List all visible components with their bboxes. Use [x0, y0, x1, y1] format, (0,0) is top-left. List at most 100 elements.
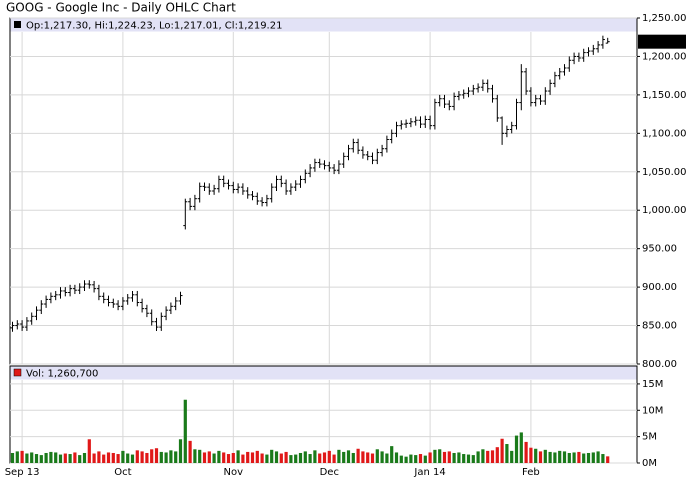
volume-bar — [241, 454, 245, 463]
volume-bar — [313, 450, 317, 463]
y-tick-label: 950.00 — [642, 244, 677, 255]
volume-bar — [572, 452, 576, 463]
volume-bar — [274, 451, 279, 463]
volume-bar — [183, 399, 187, 463]
volume-bar — [591, 452, 595, 463]
y-tick-label: 1,150.00 — [642, 90, 687, 101]
volume-bar — [370, 453, 375, 463]
volume-bar — [308, 454, 312, 463]
volume-bar — [294, 454, 298, 463]
volume-bar — [34, 454, 39, 463]
volume-bar — [116, 454, 120, 463]
volume-bar — [558, 450, 562, 463]
volume-bar — [409, 454, 413, 463]
volume-bar — [15, 451, 19, 463]
volume-bar — [438, 449, 442, 463]
x-tick-label: Sep 13 — [5, 467, 40, 478]
volume-bar — [519, 432, 523, 463]
volume-bar — [466, 454, 471, 463]
volume-bar — [486, 450, 490, 463]
volume-bar — [39, 455, 43, 463]
volume-bar — [423, 455, 427, 463]
volume-bar — [327, 450, 331, 463]
volume-bar — [49, 451, 53, 463]
volume-bar — [10, 452, 15, 463]
y-tick-label: 850.00 — [642, 321, 677, 332]
price-icon — [14, 21, 21, 28]
volume-bar — [553, 452, 557, 463]
volume-bar — [361, 451, 365, 463]
volume-bar — [279, 453, 283, 463]
volume-bar — [514, 435, 519, 463]
volume-bar — [217, 450, 221, 463]
volume-bar — [543, 449, 547, 463]
volume-bar — [495, 447, 499, 463]
volume-bar — [202, 452, 207, 463]
volume-bar — [30, 452, 34, 463]
x-tick-label: Dec — [320, 467, 339, 478]
volume-bar — [73, 452, 77, 463]
volume-bar — [322, 452, 327, 463]
volume-bar — [164, 452, 168, 463]
volume-bar — [601, 454, 605, 463]
volume-bar — [44, 452, 48, 463]
volume-bar — [442, 451, 447, 463]
volume-header: Vol: 1,260,700 — [26, 369, 98, 380]
volume-bar — [135, 450, 139, 463]
volume-header-bar — [10, 366, 637, 380]
volume-bar — [534, 448, 538, 463]
volume-bar — [106, 452, 111, 463]
volume-bar — [505, 444, 509, 463]
volume-bar — [97, 451, 101, 463]
volume-panel — [9, 365, 638, 464]
volume-bar — [596, 451, 600, 463]
volume-bar — [452, 452, 456, 463]
volume-bar — [577, 451, 581, 463]
volume-bar — [548, 451, 552, 463]
volume-bar — [481, 449, 485, 463]
y2-tick-label: 15M — [642, 379, 663, 390]
volume-bar — [390, 446, 394, 463]
y-tick-label: 1,000.00 — [642, 205, 687, 216]
volume-bar — [606, 456, 610, 463]
y-tick-label: 800.00 — [642, 359, 677, 370]
volume-bar — [198, 449, 202, 463]
y-tick-label: 900.00 — [642, 282, 677, 293]
volume-bar — [462, 454, 466, 463]
volume-bar — [582, 453, 586, 463]
x-tick-label: Oct — [114, 467, 131, 478]
volume-bar — [145, 452, 149, 463]
volume-bar — [500, 438, 504, 463]
volume-bar — [342, 451, 346, 463]
volume-bar — [375, 449, 379, 463]
volume-bar — [524, 441, 528, 463]
y-tick-label: 1,050.00 — [642, 167, 687, 178]
volume-bar — [102, 454, 106, 463]
volume-bar — [250, 452, 255, 463]
volume-bar — [471, 455, 475, 463]
volume-bar — [25, 453, 29, 463]
volume-bar — [351, 452, 355, 463]
volume-bar — [126, 453, 130, 463]
volume-bar — [510, 450, 514, 463]
price-panel — [9, 17, 638, 365]
last-price-box — [638, 34, 686, 49]
volume-bar — [562, 451, 567, 463]
volume-bar — [385, 453, 389, 463]
volume-bar — [418, 454, 423, 463]
volume-bar — [207, 451, 211, 463]
volume-bar — [174, 451, 178, 463]
volume-bar — [178, 439, 183, 463]
volume-bar — [78, 455, 82, 463]
x-tick-label: Jan 14 — [413, 467, 445, 478]
chart-title: GOOG - Google Inc - Daily OHLC Chart — [6, 1, 236, 15]
volume-bar — [188, 440, 192, 463]
volume-bar — [130, 454, 135, 463]
volume-bar — [428, 452, 432, 463]
volume-bar — [457, 452, 461, 463]
volume-bar — [193, 449, 197, 463]
volume-bar — [490, 450, 495, 463]
volume-bar — [289, 455, 293, 463]
volume-bar — [236, 450, 240, 463]
volume-bar — [284, 451, 288, 463]
